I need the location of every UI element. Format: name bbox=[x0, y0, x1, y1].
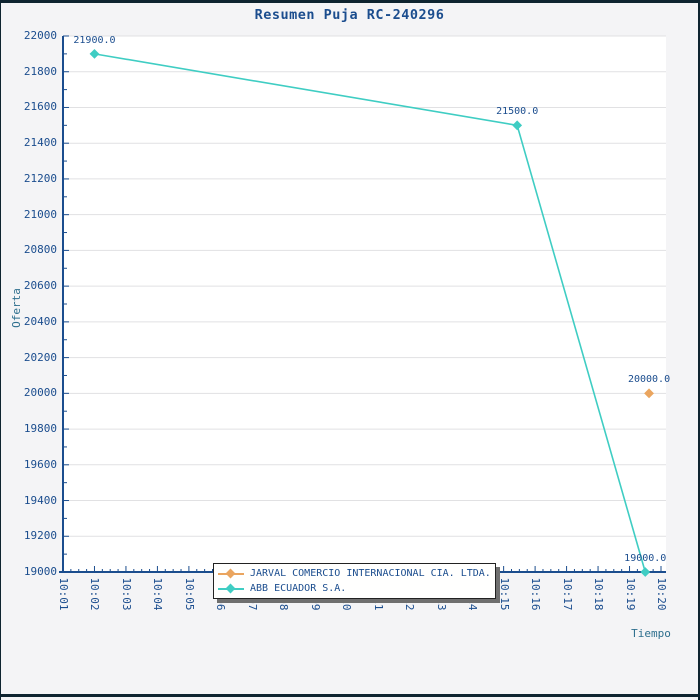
chart-title: Resumen Puja RC-240296 bbox=[254, 7, 445, 23]
x-tick-label: 10:15 bbox=[497, 577, 511, 611]
plot-area bbox=[63, 36, 666, 572]
x-tick-label: 10:16 bbox=[529, 577, 543, 611]
y-tick-label: 20000 bbox=[23, 386, 57, 400]
x-tick-label: 10:20 bbox=[655, 577, 668, 611]
y-tick-label: 21600 bbox=[23, 100, 57, 114]
x-tick-label: 10:18 bbox=[592, 577, 606, 611]
data-point-label: 20000.0 bbox=[627, 374, 671, 386]
legend-marker-diamond-icon bbox=[218, 568, 244, 579]
legend-label: JARVAL COMERCIO INTERNACIONAL CIA. LTDA. bbox=[250, 568, 491, 579]
y-tick-label: 21400 bbox=[23, 136, 57, 150]
legend: JARVAL COMERCIO INTERNACIONAL CIA. LTDA.… bbox=[213, 563, 496, 599]
x-tick-label: 10:01 bbox=[57, 577, 70, 611]
legend-label: ABB ECUADOR S.A. bbox=[250, 583, 347, 594]
data-point-label: 19000.0 bbox=[624, 553, 667, 564]
x-axis-title: Tiempo bbox=[631, 627, 671, 640]
y-tick-label: 21200 bbox=[23, 171, 57, 185]
bottom-frame-bar bbox=[1, 694, 698, 697]
y-tick-label: 19000 bbox=[23, 565, 57, 578]
legend-entry: ABB ECUADOR S.A. bbox=[218, 582, 491, 596]
x-tick-label: 10:04 bbox=[151, 577, 165, 611]
x-tick-label: 10:03 bbox=[119, 577, 133, 611]
y-tick-label: 20800 bbox=[23, 243, 57, 257]
y-tick-label: 20400 bbox=[23, 314, 57, 328]
x-tick-label: 10:17 bbox=[560, 577, 574, 611]
x-tick-label: 10:19 bbox=[623, 577, 637, 611]
legend-diamond-icon bbox=[225, 568, 236, 578]
y-tick-label: 21000 bbox=[23, 207, 57, 221]
y-tick-label: 19400 bbox=[23, 493, 57, 507]
y-tick-label: 19200 bbox=[23, 529, 57, 543]
y-axis-title: Oferta bbox=[10, 288, 23, 328]
y-tick-label: 20600 bbox=[23, 279, 57, 293]
x-tick-label: 10:02 bbox=[88, 577, 102, 611]
legend-marker-diamond-icon bbox=[218, 583, 244, 594]
y-tick-label: 19800 bbox=[23, 422, 57, 436]
data-point-label: 21500.0 bbox=[496, 106, 539, 118]
data-point-label: 21900.0 bbox=[73, 34, 116, 46]
y-tick-label: 22000 bbox=[23, 29, 57, 42]
y-tick-label: 19600 bbox=[23, 457, 57, 471]
legend-diamond-icon bbox=[225, 583, 236, 593]
legend-entry: JARVAL COMERCIO INTERNACIONAL CIA. LTDA. bbox=[218, 567, 491, 581]
x-tick-label: 10:05 bbox=[182, 577, 196, 611]
y-tick-label: 21800 bbox=[23, 64, 57, 78]
y-tick-label: 20200 bbox=[23, 350, 57, 364]
